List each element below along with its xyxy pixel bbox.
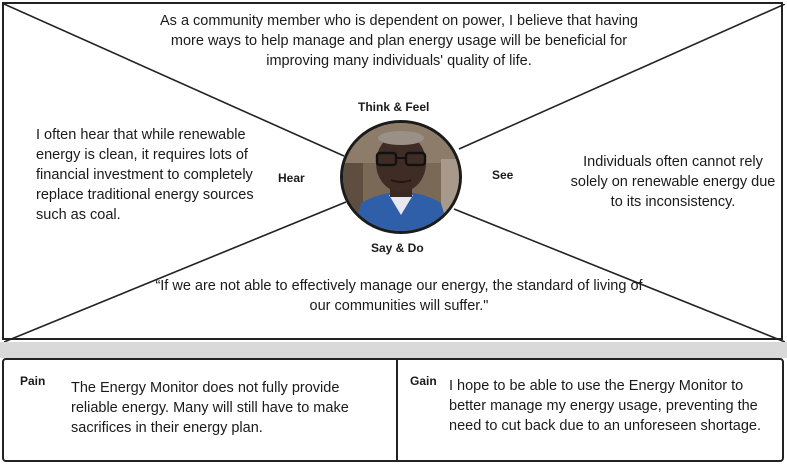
diagonal-line-bottom-right [453,208,785,342]
pain-gain-panel: Pain The Energy Monitor does not fully p… [2,358,784,462]
diagonal-line-top-left [4,4,345,157]
section-divider [0,342,787,358]
hear-label: Hear [278,171,305,185]
empathy-map: As a community member who is dependent o… [2,2,785,342]
say-do-text: “If we are not able to effectively manag… [155,278,643,314]
pain-text: The Energy Monitor does not fully provid… [71,380,349,436]
hear-text: I often hear that while renewable energy… [36,127,254,223]
diagonal-line-bottom-left [4,201,347,342]
think-feel-label: Think & Feel [358,100,430,114]
pain-label: Pain [20,374,46,388]
think-feel-text: As a community member who is dependent o… [160,13,638,69]
see-label: See [492,168,514,182]
diagonal-line-top-right [458,4,785,150]
see-text: Individuals often cannot rely solely on … [570,154,776,210]
persona-photo [343,123,459,231]
diagonal-lines [4,4,785,342]
say-do-label: Say & Do [371,241,424,255]
pain-gain-divider [396,360,398,460]
gain-text: I hope to be able to use the Energy Moni… [449,378,761,434]
gain-label: Gain [410,374,437,388]
persona-avatar [340,120,462,234]
